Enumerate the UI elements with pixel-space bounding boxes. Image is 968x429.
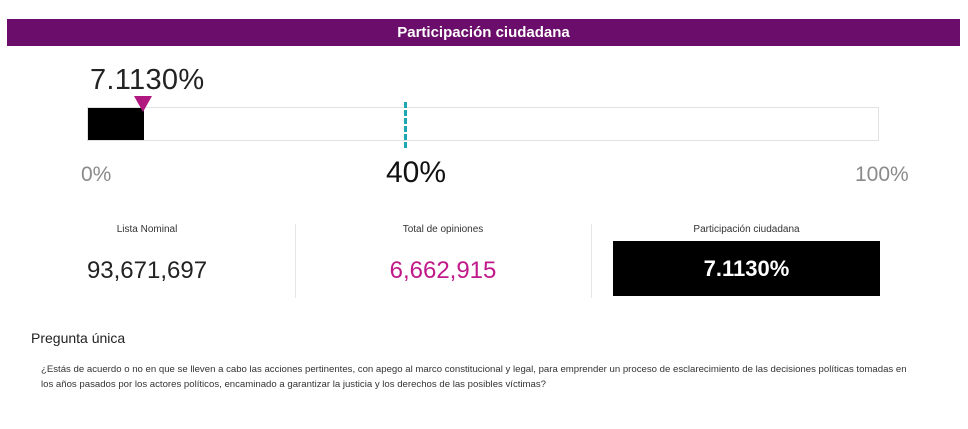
- total-opiniones-value: 6,662,915: [389, 257, 497, 284]
- scale-min-label: 0%: [81, 163, 112, 186]
- scale-goal-label: 40%: [386, 156, 447, 189]
- stat-divider: [295, 224, 296, 298]
- lista-nominal-value: 93,671,697: [86, 257, 208, 284]
- participation-progress-bar: [87, 107, 879, 141]
- section-header: Participación ciudadana: [7, 19, 960, 46]
- progress-marker-icon: [134, 96, 152, 112]
- current-percentage: 7.1130%: [90, 64, 205, 96]
- section-title: Participación ciudadana: [397, 24, 570, 41]
- total-opiniones-label: Total de opiniones: [402, 224, 484, 235]
- question-title: Pregunta única: [31, 330, 126, 346]
- lista-nominal-label: Lista Nominal: [116, 224, 178, 235]
- goal-threshold-line: [404, 102, 407, 148]
- progress-bar-fill: [88, 108, 144, 140]
- participacion-value-box: 7.1130%: [613, 241, 880, 296]
- stat-divider: [591, 224, 592, 298]
- participacion-label: Participación ciudadana: [693, 224, 800, 235]
- participacion-value: 7.1130%: [703, 255, 790, 281]
- scale-max-label: 100%: [855, 163, 909, 186]
- question-text: ¿Estás de acuerdo o no en que se lleven …: [41, 364, 907, 390]
